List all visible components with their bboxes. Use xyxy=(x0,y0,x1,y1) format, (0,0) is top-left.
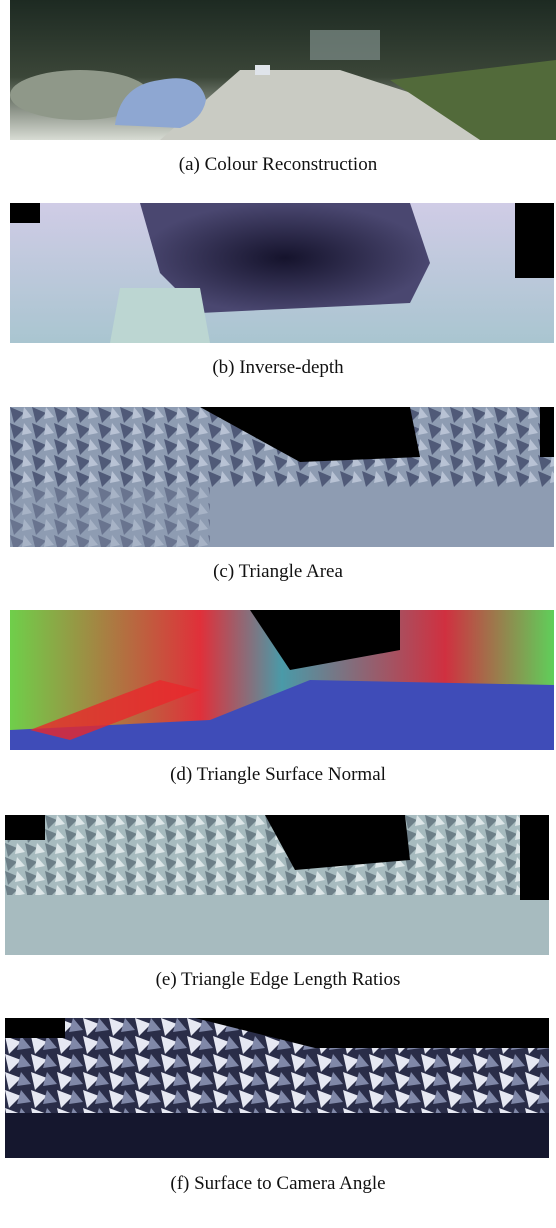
image-surface-to-camera-angle xyxy=(5,1018,549,1158)
caption: (c) Triangle Area xyxy=(213,561,343,582)
caption: (d) Triangle Surface Normal xyxy=(170,764,386,785)
caption: (f) Surface to Camera Angle xyxy=(170,1173,386,1194)
caption: (a) Colour Reconstruction xyxy=(178,154,378,175)
caption: (e) Triangle Edge Length Ratios xyxy=(155,969,401,990)
image-triangle-surface-normal xyxy=(10,610,554,750)
image-colour-reconstruction xyxy=(10,0,556,140)
image-triangle-area xyxy=(10,407,554,547)
image-inverse-depth xyxy=(10,203,554,343)
caption: (b) Inverse-depth xyxy=(212,357,344,378)
image-triangle-edge-length-ratios xyxy=(5,815,549,955)
